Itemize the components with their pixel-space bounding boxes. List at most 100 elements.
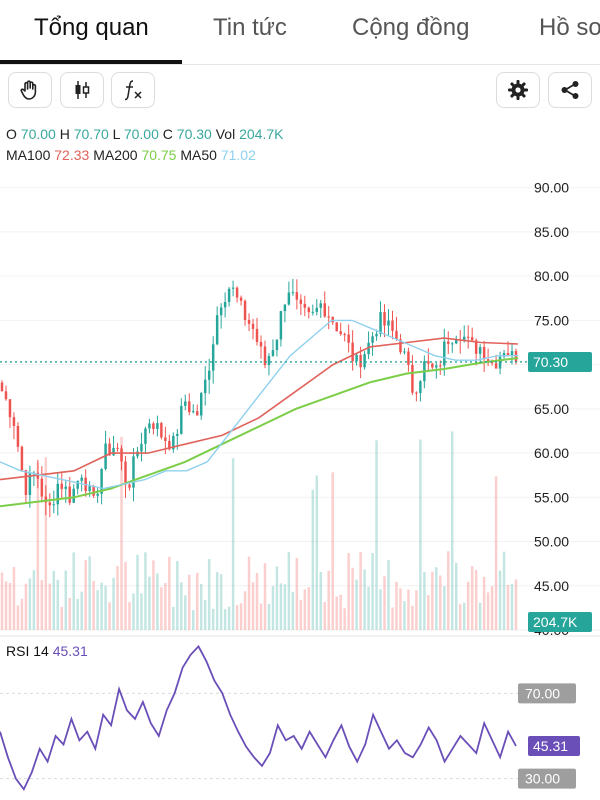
volume-bar [156, 573, 159, 630]
candle-body [427, 361, 430, 364]
volume-bar [323, 601, 326, 630]
candle-body [72, 488, 75, 503]
volume-bar [486, 592, 490, 630]
tab-news[interactable]: Tin tức [213, 14, 287, 41]
volume-bar [462, 602, 466, 630]
volume-bar [60, 606, 63, 630]
volume-bar [211, 608, 215, 630]
candle-body [128, 484, 131, 488]
candle-body [80, 477, 83, 481]
candle-body [188, 401, 191, 413]
candle-body [156, 423, 159, 429]
chart-type-button[interactable] [60, 72, 104, 108]
volume-bar [184, 595, 187, 630]
volume-bar [327, 570, 330, 630]
candle-body [168, 440, 171, 450]
candle-body [375, 333, 378, 337]
volume-bar [48, 583, 52, 630]
candle-body [407, 351, 410, 365]
settings-button[interactable] [496, 72, 540, 108]
candle-body [355, 354, 358, 362]
candle-body [415, 392, 418, 394]
volume-bar [351, 567, 354, 630]
candle-body [120, 448, 123, 462]
volume-bar [474, 569, 478, 630]
candle-body [299, 299, 303, 304]
share-button[interactable] [548, 72, 592, 108]
candle-body [510, 351, 514, 356]
candle-body [140, 443, 143, 452]
candle-body [447, 341, 450, 344]
rsi-level-badge [518, 768, 576, 789]
volume-bar [176, 561, 179, 630]
volume-label-text: Vol [215, 126, 236, 142]
candle-body [283, 304, 287, 312]
low-label: L [112, 126, 120, 142]
candle-body [319, 303, 322, 308]
candle-body [335, 322, 338, 332]
tab-overview[interactable]: Tổng quan [34, 14, 149, 41]
candle-body [192, 411, 195, 413]
tab-community[interactable]: Cộng đồng [352, 14, 470, 41]
volume-bar [371, 553, 374, 630]
candle-body [227, 288, 231, 303]
candle-body [40, 478, 44, 497]
volume-bar [279, 583, 283, 630]
volume-bar [108, 602, 111, 630]
indicators-button[interactable] [111, 72, 155, 108]
close-label: C [162, 126, 173, 142]
candle-body [287, 292, 291, 305]
volume-bar [295, 557, 299, 630]
volume-bar [439, 575, 442, 630]
volume-bar [199, 584, 203, 630]
volume-bar [291, 591, 295, 630]
volume-bar [470, 566, 474, 630]
crosshair-mode-button[interactable] [8, 72, 52, 108]
volume-bar [403, 601, 406, 630]
gear-icon [508, 80, 528, 100]
ma-legend: MA100 72.33 MA200 70.75 MA50 71.02 [6, 147, 256, 163]
volume-bar [359, 551, 362, 630]
volume-bar [383, 576, 386, 630]
volume-bar [387, 559, 390, 630]
volume-bar [494, 476, 498, 630]
candle-body [403, 351, 406, 353]
hand-icon [20, 80, 37, 100]
volume-label: 204.7K [533, 614, 578, 630]
active-tab-indicator [0, 60, 182, 64]
volume-bar [104, 585, 107, 630]
candle-body [247, 319, 251, 324]
candle-body [160, 423, 163, 438]
candle-body [411, 364, 414, 393]
candle-body [207, 370, 211, 380]
volume-bar [140, 593, 143, 630]
candle-body [64, 486, 67, 489]
candle-body [307, 307, 311, 313]
y-tick-label: 85.00 [534, 224, 569, 240]
volume-bar [100, 582, 103, 630]
candle-body [387, 320, 390, 326]
volume-bar [367, 586, 370, 630]
candle-body [291, 292, 295, 294]
candle-body [60, 483, 63, 489]
volume-bar [215, 572, 219, 630]
volume-bar [267, 603, 271, 630]
candle-body [435, 365, 438, 368]
candle-body [199, 393, 203, 416]
volume-bar [148, 576, 151, 630]
volume-bar [299, 599, 303, 630]
candle-body [231, 287, 235, 289]
volume-bar [231, 458, 235, 630]
candle-body [8, 399, 12, 418]
candle-body [96, 493, 99, 496]
volume-bar [32, 570, 36, 630]
volume-bar [275, 566, 279, 630]
volume-bar [239, 603, 243, 630]
candle-body [211, 344, 215, 371]
candle-body [215, 315, 219, 345]
volume-bar [72, 552, 75, 630]
volume-bar [466, 581, 470, 630]
tab-profile[interactable]: Hồ sơ [539, 14, 600, 41]
volume-bars [0, 431, 518, 630]
